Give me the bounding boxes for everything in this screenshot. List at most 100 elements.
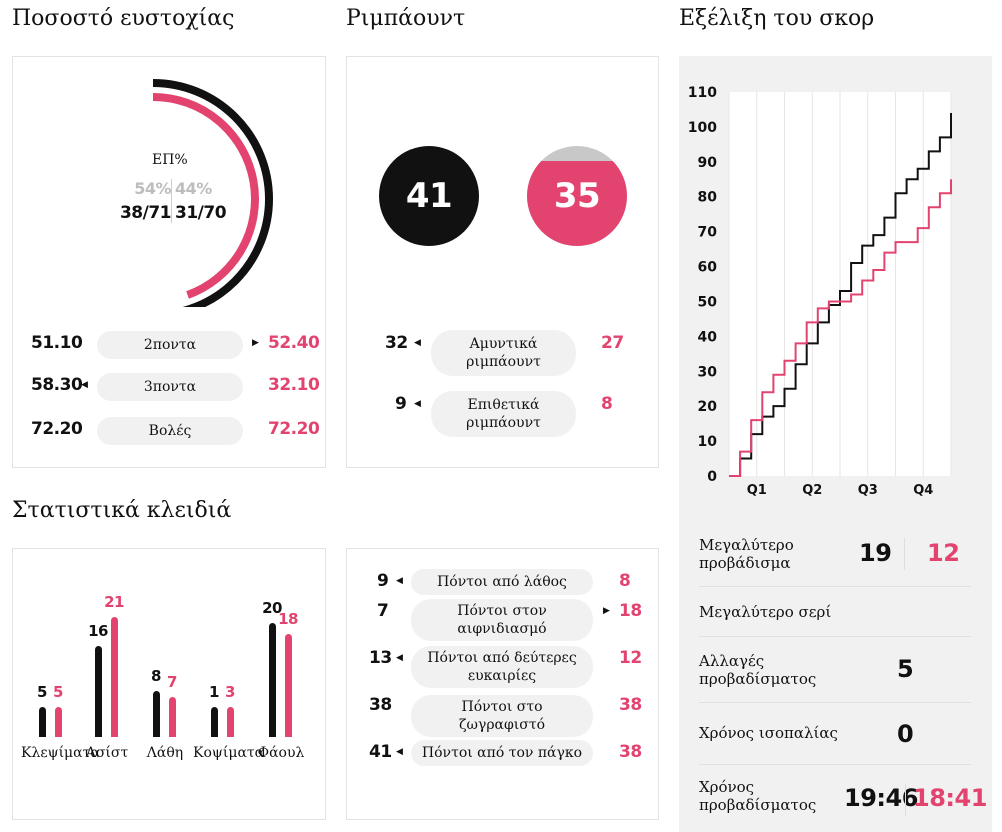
game-sidebar: 0 10 20 30 40 50 60 70 80 90 100 110 Q1 Q2 Q3 Q4 Μεγαλύ… (679, 56, 992, 832)
stat-label-text: 3ποντα (143, 379, 197, 395)
stat-label-text: Πόντοι στον αιφνιδιασμό (457, 603, 547, 637)
fg-percentage-arcs (152, 79, 273, 307)
lead-changes-value: 5 (897, 655, 914, 683)
team1-value: 19 (859, 539, 892, 567)
team2-score-line (729, 179, 952, 477)
y-tick-label: 40 (698, 329, 718, 345)
y-tick-label: 60 (698, 260, 718, 276)
stat-label: Χρόνος ισοπαλίας (699, 724, 838, 742)
value-separator (904, 538, 905, 570)
team2-value: 52.40 (268, 333, 320, 353)
stat-label: Πόντοι στο ζωγραφιστό (411, 695, 593, 737)
team1-value: 9 (377, 571, 389, 591)
key-stat-bar-team2 (111, 617, 118, 737)
team2-fg-pct: 44% (175, 179, 212, 198)
key-stat-bar-team2 (55, 707, 62, 737)
tied-time-value: 0 (897, 720, 914, 748)
team2-value: 18 (619, 601, 642, 621)
team2-rebounds-fill (527, 161, 627, 246)
key-stat-bar-team1 (153, 691, 160, 737)
team2-value: 12 (619, 648, 642, 668)
key-stat-label: Ασίστ (85, 745, 129, 761)
team1-score-line (729, 112, 952, 477)
key-stat-value-team1: 20 (262, 598, 282, 617)
team2-value: 38 (619, 742, 642, 762)
team1-fg-pct: 54% (134, 179, 171, 198)
fg-label: ΕΠ% (152, 152, 188, 168)
team1-value: 9 (395, 394, 407, 414)
team2-value: 72.20 (268, 419, 320, 439)
y-tick-label: 50 (698, 294, 718, 310)
stat-label-text: Επιθετικά ριμπάουντ (466, 397, 541, 431)
y-tick-label: 70 (698, 225, 718, 241)
key-stat-label: Λάθη (146, 745, 184, 761)
x-tick-label: Q4 (913, 483, 933, 496)
team1-rebounds-total: 41 (405, 176, 453, 216)
stat-label-text: Πόντοι από τον πάγκο (421, 745, 583, 761)
key-stat-value-team2: 21 (104, 593, 124, 611)
key-stat-value-team1: 5 (37, 683, 47, 701)
y-tick-label: 80 (698, 190, 718, 206)
stat-label: 2ποντα (97, 331, 243, 359)
team2-value: 8 (601, 394, 613, 414)
x-tick-label: Q2 (802, 483, 822, 496)
key-stat-bar-team2 (285, 634, 292, 737)
team2-fg-made: 31/70 (175, 203, 227, 223)
key-stat-bar-team1 (95, 645, 102, 737)
rebounds-panel: 41 35 32 ◀ Αμυντικά ριμπάουντ 27 9 ◀ Επι… (346, 56, 659, 468)
team2-value: 27 (601, 333, 624, 353)
team1-value: 41 (369, 742, 392, 762)
leader-arrow-icon: ▶ (252, 338, 259, 348)
key-stat-label: Κλεψίματα (21, 745, 100, 761)
team2-rebounds-circle: 35 (527, 146, 627, 246)
key-stat-bar-team1 (39, 707, 46, 737)
key-stat-bar-team2 (169, 697, 176, 737)
key-stat-value-team2: 5 (53, 683, 63, 701)
key-stat-label: Φάουλ (257, 745, 305, 761)
team1-value: 19:46 (844, 784, 918, 812)
divider (699, 764, 971, 765)
key-stat-bar-team1 (211, 707, 218, 737)
y-tick-label: 10 (698, 434, 718, 450)
stat-label: Χρόνος προβαδίσματος (699, 778, 817, 814)
team2-value: 12 (927, 539, 960, 567)
team1-fg-made: 38/71 (119, 203, 172, 223)
y-tick-label: 90 (698, 155, 718, 171)
team1-value: 7 (377, 601, 389, 621)
stat-label-text: Πόντοι στο ζωγραφιστό (458, 699, 546, 733)
team2-rebounds-total: 35 (553, 176, 601, 216)
stat-label-text: Πόντοι από λάθος (437, 574, 567, 590)
leader-arrow-icon: ◀ (396, 747, 403, 757)
y-tick-label: 30 (698, 364, 718, 380)
fg-divider (171, 179, 172, 223)
y-tick-label: 20 (698, 399, 718, 415)
x-tick-label: Q1 (747, 483, 767, 496)
leader-arrow-icon: ◀ (396, 576, 403, 586)
stat-label-text: 2ποντα (143, 337, 197, 353)
team1-value: 51.10 (31, 333, 83, 353)
key-stat-value-team1: 8 (151, 667, 161, 686)
leader-arrow-icon: ◀ (396, 653, 403, 663)
team2-value: 18:41 (913, 784, 987, 812)
key-stat-bar-team2 (227, 707, 234, 737)
team1-value: 58.30 (31, 375, 83, 395)
stat-label: Πόντοι από δεύτερες ευκαιρίες (411, 646, 593, 688)
shooting-header: Ποσοστό ευστοχίας (12, 6, 235, 31)
key-stat-value-team2: 3 (225, 683, 235, 701)
team1-value: 38 (369, 695, 392, 715)
stat-label-text: Αμυντικά ριμπάουντ (466, 336, 541, 370)
team1-rebounds-circle: 41 (379, 146, 479, 246)
key-stat-bar-team1 (269, 622, 276, 737)
points-panel: 9 ◀ Πόντοι από λάθος 8 7 Πόντοι στον αιφ… (346, 548, 659, 820)
score-progress-chart: 0 10 20 30 40 50 60 70 80 90 100 110 Q1 Q2 Q3 Q4 (688, 85, 952, 496)
score-progress-header: Εξέλιξη του σκορ (679, 6, 875, 31)
leader-arrow-icon: ◀ (414, 338, 421, 348)
key-stat-label: Κοψίματα (193, 745, 265, 761)
divider (699, 702, 971, 703)
key-stat-value-team1: 16 (88, 621, 108, 640)
value-separator (905, 784, 906, 816)
x-tick-label: Q3 (858, 483, 878, 496)
team2-value: 32.10 (268, 375, 320, 395)
stat-label: Αλλαγές προβαδίσματος (699, 652, 817, 688)
key-stats-header: Στατιστικά κλειδιά (12, 498, 232, 523)
